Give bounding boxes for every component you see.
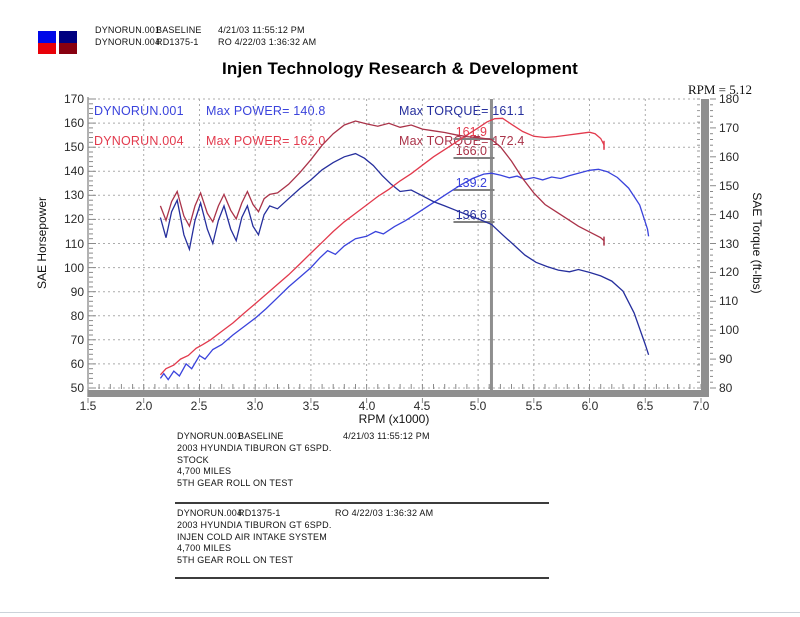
y-axis-left-title: SAE Horsepower <box>35 196 49 290</box>
x-axis-tick-label: 3.5 <box>302 399 320 413</box>
y-axis-left-tick-label: 160 <box>63 116 84 130</box>
y-axis-left-tick-label: 60 <box>70 357 84 371</box>
x-axis-tick-label: 5.5 <box>525 399 543 413</box>
run-timestamp: RO 4/22/03 1:36:32 AM <box>335 508 434 518</box>
y-axis-right-tick-label: 80 <box>719 381 733 395</box>
y-axis-left-tick-label: 100 <box>63 261 84 275</box>
y-axis-right-tick-label: 90 <box>719 352 733 366</box>
x-axis-tick-label: 3.0 <box>246 399 264 413</box>
annotation-run-name: DYNORUN.004 <box>94 134 184 148</box>
run-detail-line: 2003 HYUNDIA TIBURON GT 6SPD. <box>177 520 332 530</box>
y-axis-right-tick-label: 140 <box>719 208 740 222</box>
y-axis-left-tick-label: 90 <box>70 285 84 299</box>
x-axis-tick-label: 7.0 <box>692 399 710 413</box>
cursor-readout-value: 161.9 <box>455 125 487 139</box>
x-axis-tick-label: 5.0 <box>469 399 487 413</box>
divider-rule <box>175 577 549 579</box>
y-axis-right-tick-label: 120 <box>719 265 740 279</box>
run-timestamp: 4/21/03 11:55:12 PM <box>218 25 305 35</box>
y-axis-left-tick-label: 50 <box>70 381 84 395</box>
divider-rule <box>175 502 549 504</box>
y-axis-left-tick-label: 120 <box>63 212 84 226</box>
x-axis-tick-label: 4.0 <box>358 399 376 413</box>
run-timestamp: RO 4/22/03 1:36:32 AM <box>218 37 317 47</box>
y-axis-left-tick-label: 140 <box>63 164 84 178</box>
torque-004-color <box>59 42 77 54</box>
y-axis-left-tick-label: 130 <box>63 188 84 202</box>
y-axis-left-tick-label: 150 <box>63 140 84 154</box>
run-detail-line: 2003 HYUNDIA TIBURON GT 6SPD. <box>177 443 332 453</box>
run-detail-line: 4,700 MILES <box>177 543 232 554</box>
power-004-color <box>38 42 56 54</box>
y-axis-right-tick-label: 170 <box>719 121 740 135</box>
y-axis-right-tick-label: 130 <box>719 237 740 251</box>
legend-color-swatch-power <box>38 31 56 54</box>
x-axis-tick-label: 4.5 <box>413 399 431 413</box>
legend-color-swatch-torque <box>59 31 77 54</box>
run-label: RD1375-1 <box>238 508 281 518</box>
run-detail-line: 5TH GEAR ROLL ON TEST <box>177 477 294 488</box>
x-axis-tick-label: 6.5 <box>636 399 654 413</box>
torque-001-color <box>59 31 77 43</box>
window-bottom-border <box>0 612 800 613</box>
page-title: Injen Technology Research & Development <box>221 59 579 78</box>
run-label: BASELINE <box>156 25 202 35</box>
run-detail-line: STOCK <box>177 454 209 465</box>
cursor-readout-value: 166.0 <box>455 144 487 158</box>
y-axis-right-title: SAE Torque (ft-lbs) <box>750 192 764 294</box>
run-name: DYNORUN.004 <box>177 508 243 518</box>
y-axis-right-tick-label: 100 <box>719 323 740 337</box>
run-label: RD1375-1 <box>156 37 199 47</box>
x-axis-tick-label: 2.0 <box>135 399 153 413</box>
y-axis-left-tick-label: 80 <box>70 309 84 323</box>
annotation-max-torque: Max TORQUE= 161.1 <box>399 104 525 118</box>
run-detail-line: 5TH GEAR ROLL ON TEST <box>177 554 294 565</box>
run-timestamp: 4/21/03 11:55:12 PM <box>343 431 430 441</box>
cursor-readout-value: 136.6 <box>455 208 487 222</box>
y-axis-right-tick-label: 180 <box>719 92 740 106</box>
annotation-max-power: Max POWER= 140.8 <box>206 104 326 118</box>
run-detail-line: 4,700 MILES <box>177 466 232 477</box>
x-axis-tick-label: 6.0 <box>581 399 599 413</box>
header-legend-row-2: DYNORUN.004 RD1375-1 RO 4/22/03 1:36:32 … <box>95 37 395 49</box>
x-axis-tick-label: 1.5 <box>79 399 97 413</box>
y-axis-right-tick-label: 160 <box>719 150 740 164</box>
cursor-readout-value: 139.2 <box>455 176 487 190</box>
run-name: DYNORUN.001 <box>95 25 161 35</box>
y-axis-right-tick-label: 110 <box>719 294 739 308</box>
x-axis-title: RPM (x1000) <box>358 412 430 426</box>
y-axis-right-tick-label: 150 <box>719 179 740 193</box>
run-name: DYNORUN.001 <box>177 431 243 441</box>
annotation-run-name: DYNORUN.001 <box>94 104 184 118</box>
x-axis-tick-label: 2.5 <box>190 399 208 413</box>
y-axis-left-tick-label: 170 <box>63 92 84 106</box>
run-label: BASELINE <box>238 431 284 441</box>
annotation-max-power: Max POWER= 162.0 <box>206 134 326 148</box>
cursor-rpm-readout: RPM = 5.12 <box>687 82 752 97</box>
run-name: DYNORUN.004 <box>95 37 161 47</box>
y-axis-left-tick-label: 70 <box>70 333 84 347</box>
run-detail-line: INJEN COLD AIR INTAKE SYSTEM <box>177 531 327 542</box>
y-axis-left-tick-label: 110 <box>64 237 84 251</box>
header-legend-row-1: DYNORUN.001 BASELINE 4/21/03 11:55:12 PM <box>95 25 395 37</box>
power-001-color <box>38 31 56 43</box>
